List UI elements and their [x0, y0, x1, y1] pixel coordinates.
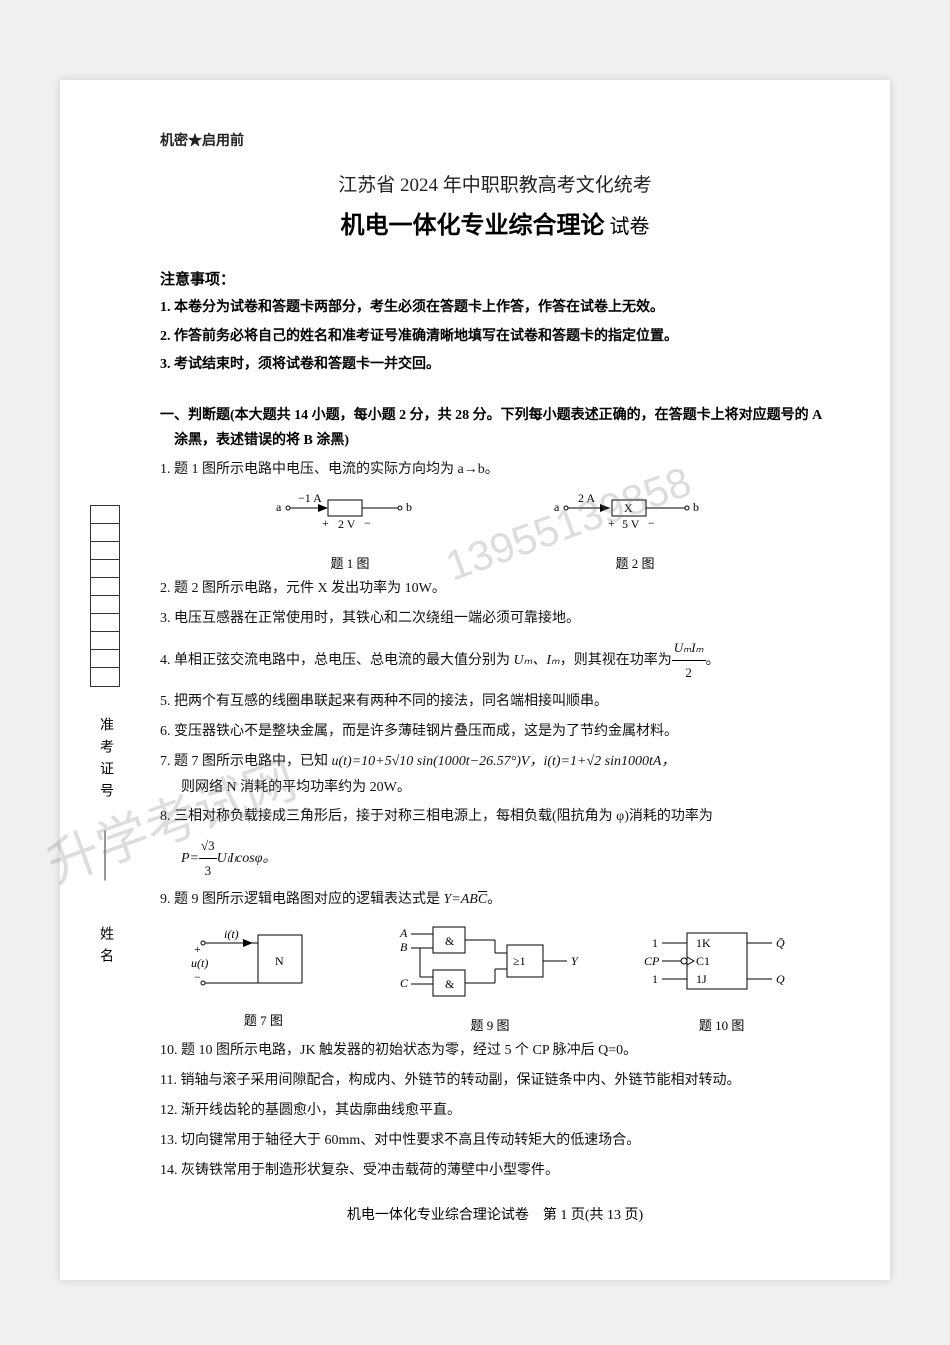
svg-text:+: + — [194, 942, 201, 956]
d1-current: −1 A — [298, 491, 322, 505]
q8a: 8. 三相对称负载接成三角形后，接于对称三相电源上，每相负载(阻抗角为 φ)消耗… — [160, 809, 713, 824]
q8-frac: √33 — [199, 834, 217, 883]
page-footer: 机电一体化专业综合理论试卷 第 1 页(共 13 页) — [160, 1204, 830, 1224]
cap1: 题 1 图 — [270, 553, 430, 572]
diagram-9: A B & C & ≥1 Y — [395, 923, 585, 1034]
notice-3: 3. 考试结束时，须将试卷和答题卡一并交回。 — [160, 352, 830, 379]
svg-text:CP: CP — [644, 954, 660, 968]
svg-text:1J: 1J — [696, 972, 707, 986]
svg-text:+: + — [322, 516, 329, 530]
q8b: UₗIₗcosφ。 — [217, 851, 277, 866]
title-thin: 试卷 — [605, 216, 650, 238]
svg-text:&: & — [445, 977, 455, 991]
diagram-row-7-9-10: i(t) N + u(t) − 题 7 图 A B & — [160, 923, 830, 1034]
notice-1: 1. 本卷分为试卷和答题卡两部分，考生必须在答题卡上作答，作答在试卷上无效。 — [160, 295, 830, 322]
q9-expr-a: Y=AB — [444, 892, 478, 907]
svg-text:Q: Q — [776, 972, 785, 986]
d1-voltage: 2 V — [338, 517, 356, 531]
title-bold: 机电一体化专业综合理论 — [341, 213, 605, 239]
q4a: 4. 单相正弦交流电路中，总电压、总电流的最大值分别为 — [160, 653, 514, 668]
svg-text:≥1: ≥1 — [513, 954, 526, 968]
svg-text:1K: 1K — [696, 936, 711, 950]
title-line1: 江苏省 2024 年中职职教高考文化统考 — [160, 170, 830, 197]
d2-a: a — [554, 500, 560, 514]
svg-text:Q̄: Q̄ — [776, 936, 785, 950]
svg-text:u(t): u(t) — [191, 956, 208, 970]
svg-text:C: C — [400, 976, 409, 990]
q1: 1. 题 1 图所示电路中电压、电流的实际方向均为 a→b。 — [160, 457, 830, 483]
q4-frac: UₘIₘ2 — [672, 636, 706, 685]
q8: 8. 三相对称负载接成三角形后，接于对称三相电源上，每相负载(阻抗角为 φ)消耗… — [160, 804, 830, 883]
svg-text:−: − — [194, 970, 201, 984]
q9a: 9. 题 9 图所示逻辑电路图对应的逻辑表达式是 — [160, 892, 444, 907]
diagram-7: i(t) N + u(t) − 题 7 图 — [188, 923, 338, 1034]
q11: 11. 销轴与滚子采用间隙配合，构成内、外链节的转动副，保证链条中内、外链节能相… — [160, 1068, 830, 1094]
d1-a: a — [276, 500, 282, 514]
q14: 14. 灰铸铁常用于制造形状复杂、受冲击载荷的薄壁中小型零件。 — [160, 1158, 830, 1184]
q4c: 。 — [706, 653, 720, 668]
svg-text:−: − — [364, 516, 371, 530]
q2: 2. 题 2 图所示电路，元件 X 发出功率为 10W。 — [160, 576, 830, 602]
q7: 7. 题 7 图所示电路中，已知 u(t)=10+5√10 sin(1000t−… — [160, 749, 830, 801]
cap9: 题 9 图 — [395, 1015, 585, 1034]
exam-page: 准考证号 姓名 机密★启用前 江苏省 2024 年中职职教高考文化统考 机电一体… — [60, 80, 890, 1280]
d2-current: 2 A — [578, 491, 595, 505]
notice-head: 注意事项： — [160, 268, 830, 289]
q4-um: Uₘ、Iₘ — [514, 653, 560, 668]
title-line2: 机电一体化专业综合理论 试卷 — [160, 205, 830, 240]
svg-text:1: 1 — [652, 936, 658, 950]
cap7: 题 7 图 — [188, 1010, 338, 1029]
d2-voltage: 5 V — [622, 517, 640, 531]
q7a: 7. 题 7 图所示电路中，已知 — [160, 754, 332, 769]
svg-text:−: − — [648, 516, 655, 530]
q6: 6. 变压器铁心不是整块金属，而是许多薄硅钢片叠压而成，这是为了节约金属材料。 — [160, 719, 830, 745]
q5: 5. 把两个有互感的线圈串联起来有两种不同的接法，同名端相接叫顺串。 — [160, 689, 830, 715]
q7b: 则网络 N 消耗的平均功率约为 20W。 — [160, 775, 830, 801]
q8-p: P= — [181, 851, 199, 866]
svg-text:C1: C1 — [696, 954, 710, 968]
q12: 12. 渐开线齿轮的基圆愈小，其齿廓曲线愈平直。 — [160, 1098, 830, 1124]
d1-b: b — [406, 500, 412, 514]
svg-text:B: B — [400, 940, 408, 954]
q7-ut: u(t)=10+5√10 sin(1000t−26.57°)V，i(t)=1+√… — [332, 754, 676, 769]
id-label: 准考证号 — [95, 717, 115, 805]
svg-text:Y: Y — [571, 954, 579, 968]
d2-b: b — [693, 500, 699, 514]
cap10: 题 10 图 — [642, 1015, 802, 1034]
svg-text:&: & — [445, 934, 455, 948]
candidate-sidebar: 准考证号 姓名 — [70, 380, 140, 980]
d2-x: X — [624, 501, 633, 515]
svg-text:+: + — [608, 516, 615, 530]
id-grid — [90, 505, 120, 687]
confidential-mark: 机密★启用前 — [160, 130, 830, 150]
diagram-row-1-2: a −1 A b + 2 V − 题 1 图 a 2 A — [160, 491, 830, 572]
q9: 9. 题 9 图所示逻辑电路图对应的逻辑表达式是 Y=ABC。 — [160, 887, 830, 913]
section1-head: 一、判断题(本大题共 14 小题，每小题 2 分，共 28 分。下列每小题表述正… — [160, 403, 830, 453]
q9-expr-c: C — [478, 887, 487, 913]
q9b: 。 — [487, 892, 501, 907]
q4b: ，则其视在功率为 — [560, 653, 672, 668]
q4: 4. 单相正弦交流电路中，总电压、总电流的最大值分别为 Uₘ、Iₘ，则其视在功率… — [160, 636, 830, 685]
q3: 3. 电压互感器在正常使用时，其铁心和二次绕组一端必须可靠接地。 — [160, 606, 830, 632]
q10: 10. 题 10 图所示电路，JK 触发器的初始状态为零，经过 5 个 CP 脉… — [160, 1038, 830, 1064]
cap2: 题 2 图 — [550, 553, 720, 572]
diagram-2: a 2 A X b + 5 V − 题 2 图 — [550, 491, 720, 572]
diagram-1: a −1 A b + 2 V − 题 1 图 — [270, 491, 430, 572]
name-label: 姓名 — [95, 926, 115, 970]
svg-text:i(t): i(t) — [224, 927, 239, 941]
q13: 13. 切向键常用于轴径大于 60mm、对中性要求不高且传动转矩大的低速场合。 — [160, 1128, 830, 1154]
notice-2: 2. 作答前务必将自己的姓名和准考证号准确清晰地填写在试卷和答题卡的指定位置。 — [160, 324, 830, 351]
svg-text:1: 1 — [652, 972, 658, 986]
diagram-10: 1K C1 1J 1 CP 1 Q̄ Q 题 10 图 — [642, 923, 802, 1034]
svg-text:N: N — [275, 954, 284, 968]
svg-text:A: A — [399, 926, 408, 940]
